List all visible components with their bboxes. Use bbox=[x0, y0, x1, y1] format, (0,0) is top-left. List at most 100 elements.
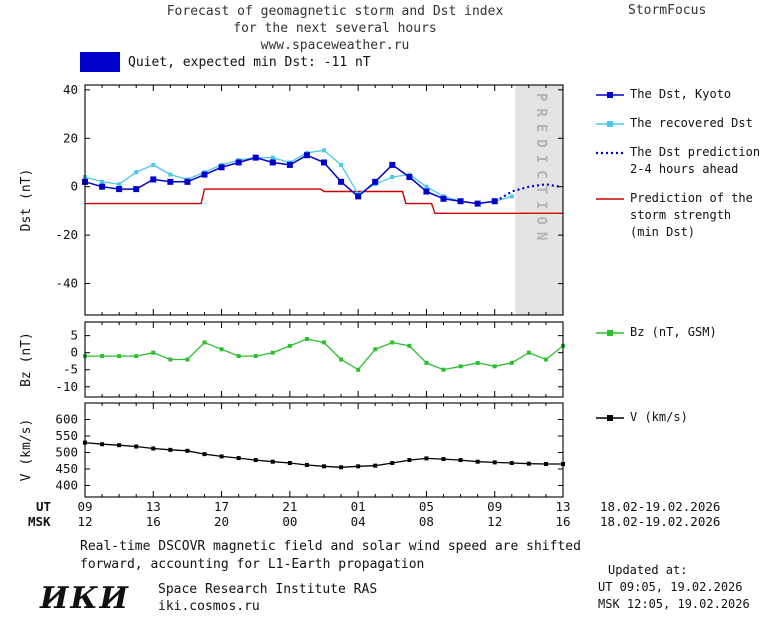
marker-bz-gsm bbox=[117, 354, 122, 359]
marker-dst-kyoto bbox=[269, 159, 276, 166]
y-tick-label: -10 bbox=[55, 379, 78, 394]
marker-dst-kyoto bbox=[286, 161, 293, 168]
marker-dst-kyoto bbox=[389, 161, 396, 168]
marker-recovered-dst bbox=[424, 184, 429, 189]
footnote-line-2: forward, accounting for L1-Earth propaga… bbox=[80, 556, 425, 572]
dst-legend: The Dst, Kyoto The recovered Dst The Dst p… bbox=[596, 86, 760, 253]
marker-dst-kyoto bbox=[201, 171, 208, 178]
legend-solid-square-icon bbox=[596, 92, 624, 98]
ut-tick-label: 13 bbox=[555, 499, 570, 514]
marker-bz-gsm bbox=[526, 350, 531, 355]
prediction-band bbox=[515, 85, 563, 315]
marker-dst-kyoto bbox=[457, 198, 464, 205]
quiet-status-swatch bbox=[80, 52, 120, 72]
updated-ut: UT 09:05, 19.02.2026 bbox=[598, 580, 743, 594]
title-site-url: www.spaceweather.ru bbox=[260, 38, 410, 53]
marker-bz-gsm bbox=[100, 354, 105, 359]
legend-solid-icon bbox=[596, 198, 624, 200]
legend-label: The Dst prediction 2-4 hours ahead bbox=[630, 145, 760, 176]
panel-frame bbox=[84, 321, 564, 398]
marker-solar-wind-speed bbox=[151, 446, 156, 451]
marker-recovered-dst bbox=[390, 175, 395, 179]
marker-solar-wind-speed bbox=[236, 456, 241, 461]
marker-recovered-dst bbox=[339, 162, 344, 167]
v-legend: V (km/s) bbox=[596, 409, 760, 438]
marker-dst-kyoto bbox=[423, 188, 430, 195]
ut-tick-label: 01 bbox=[351, 499, 366, 514]
marker-solar-wind-speed bbox=[219, 454, 224, 459]
ut-tick-label: 13 bbox=[146, 499, 161, 514]
marker-solar-wind-speed bbox=[339, 465, 344, 470]
legend-item: Bz (nT, GSM) bbox=[596, 324, 760, 341]
marker-dst-kyoto bbox=[218, 164, 225, 171]
marker-solar-wind-speed bbox=[458, 458, 463, 463]
marker-dst-kyoto bbox=[440, 195, 447, 202]
marker-solar-wind-speed bbox=[543, 462, 548, 467]
marker-bz-gsm bbox=[270, 350, 275, 355]
page-title: Forecast of geomagnetic storm and Dst in… bbox=[85, 3, 585, 54]
marker-solar-wind-speed bbox=[185, 448, 190, 453]
marker-solar-wind-speed bbox=[407, 458, 412, 463]
series-recovered-dst bbox=[84, 149, 512, 205]
legend-label: The Dst, Kyoto bbox=[630, 87, 732, 101]
marker-solar-wind-speed bbox=[424, 456, 429, 461]
marker-dst-kyoto bbox=[133, 186, 140, 193]
ut-tick-label: 21 bbox=[282, 499, 297, 514]
y-axis-label: Bz (nT) bbox=[19, 332, 34, 387]
y-tick-label: 600 bbox=[55, 411, 78, 426]
footnote-line-1: Real-time DSCOVR magnetic field and sola… bbox=[80, 539, 581, 554]
marker-solar-wind-speed bbox=[390, 461, 395, 466]
msk-tick-label: 12 bbox=[487, 514, 502, 529]
marker-solar-wind-speed bbox=[304, 463, 309, 468]
bz-legend: Bz (nT, GSM) bbox=[596, 324, 760, 353]
y-tick-label: 0 bbox=[70, 345, 78, 360]
marker-dst-kyoto bbox=[372, 178, 379, 185]
marker-bz-gsm bbox=[407, 343, 412, 348]
institute-block: Space Research Institute RAS iki.cosmos.… bbox=[158, 581, 377, 615]
marker-dst-kyoto bbox=[355, 193, 362, 200]
y-axis-label: Dst (nT) bbox=[19, 169, 34, 232]
marker-dst-kyoto bbox=[406, 174, 413, 180]
marker-dst-kyoto bbox=[235, 159, 242, 166]
marker-dst-kyoto bbox=[99, 183, 106, 190]
status-text: Quiet, expected min Dst: -11 nT bbox=[128, 54, 371, 70]
marker-solar-wind-speed bbox=[509, 461, 514, 466]
msk-tick-label: 16 bbox=[555, 514, 570, 529]
msk-axis-label: MSK bbox=[28, 514, 51, 529]
y-tick-label: -20 bbox=[55, 227, 78, 242]
marker-solar-wind-speed bbox=[373, 463, 378, 468]
marker-bz-gsm bbox=[475, 360, 480, 365]
marker-solar-wind-speed bbox=[202, 452, 207, 457]
y-tick-label: -5 bbox=[63, 362, 78, 377]
marker-bz-gsm bbox=[458, 364, 463, 369]
series-solar-wind-speed bbox=[84, 441, 563, 468]
marker-solar-wind-speed bbox=[526, 461, 531, 466]
marker-solar-wind-speed bbox=[100, 442, 105, 447]
ut-tick-label: 09 bbox=[77, 499, 92, 514]
panel-frame bbox=[84, 84, 564, 316]
marker-recovered-dst bbox=[270, 155, 275, 160]
marker-solar-wind-speed bbox=[287, 461, 292, 466]
msk-tick-label: 20 bbox=[214, 514, 229, 529]
marker-bz-gsm bbox=[373, 347, 378, 352]
marker-dst-kyoto bbox=[252, 154, 259, 161]
marker-solar-wind-speed bbox=[356, 464, 361, 469]
y-tick-label: 400 bbox=[55, 477, 78, 492]
marker-bz-gsm bbox=[304, 337, 309, 342]
status-row: Quiet, expected min Dst: -11 nT bbox=[80, 52, 371, 72]
marker-solar-wind-speed bbox=[322, 464, 326, 469]
marker-bz-gsm bbox=[236, 354, 241, 359]
msk-tick-label: 08 bbox=[419, 514, 434, 529]
institute-website: iki.cosmos.ru bbox=[158, 599, 260, 614]
y-tick-label: 450 bbox=[55, 461, 78, 476]
legend-item: Prediction of the storm strength (min Dst) bbox=[596, 190, 760, 241]
title-line-2: for the next several hours bbox=[233, 21, 437, 36]
legend-solid-square-icon bbox=[596, 121, 624, 127]
msk-tick-label: 00 bbox=[282, 514, 297, 529]
msk-date-range: 18.02-19.02.2026 bbox=[600, 514, 720, 529]
marker-recovered-dst bbox=[134, 170, 139, 175]
updated-block: Updated at: UT 09:05, 19.02.2026 MSK 12:… bbox=[598, 562, 750, 613]
legend-dotted-icon bbox=[596, 151, 624, 155]
marker-solar-wind-speed bbox=[168, 447, 173, 452]
